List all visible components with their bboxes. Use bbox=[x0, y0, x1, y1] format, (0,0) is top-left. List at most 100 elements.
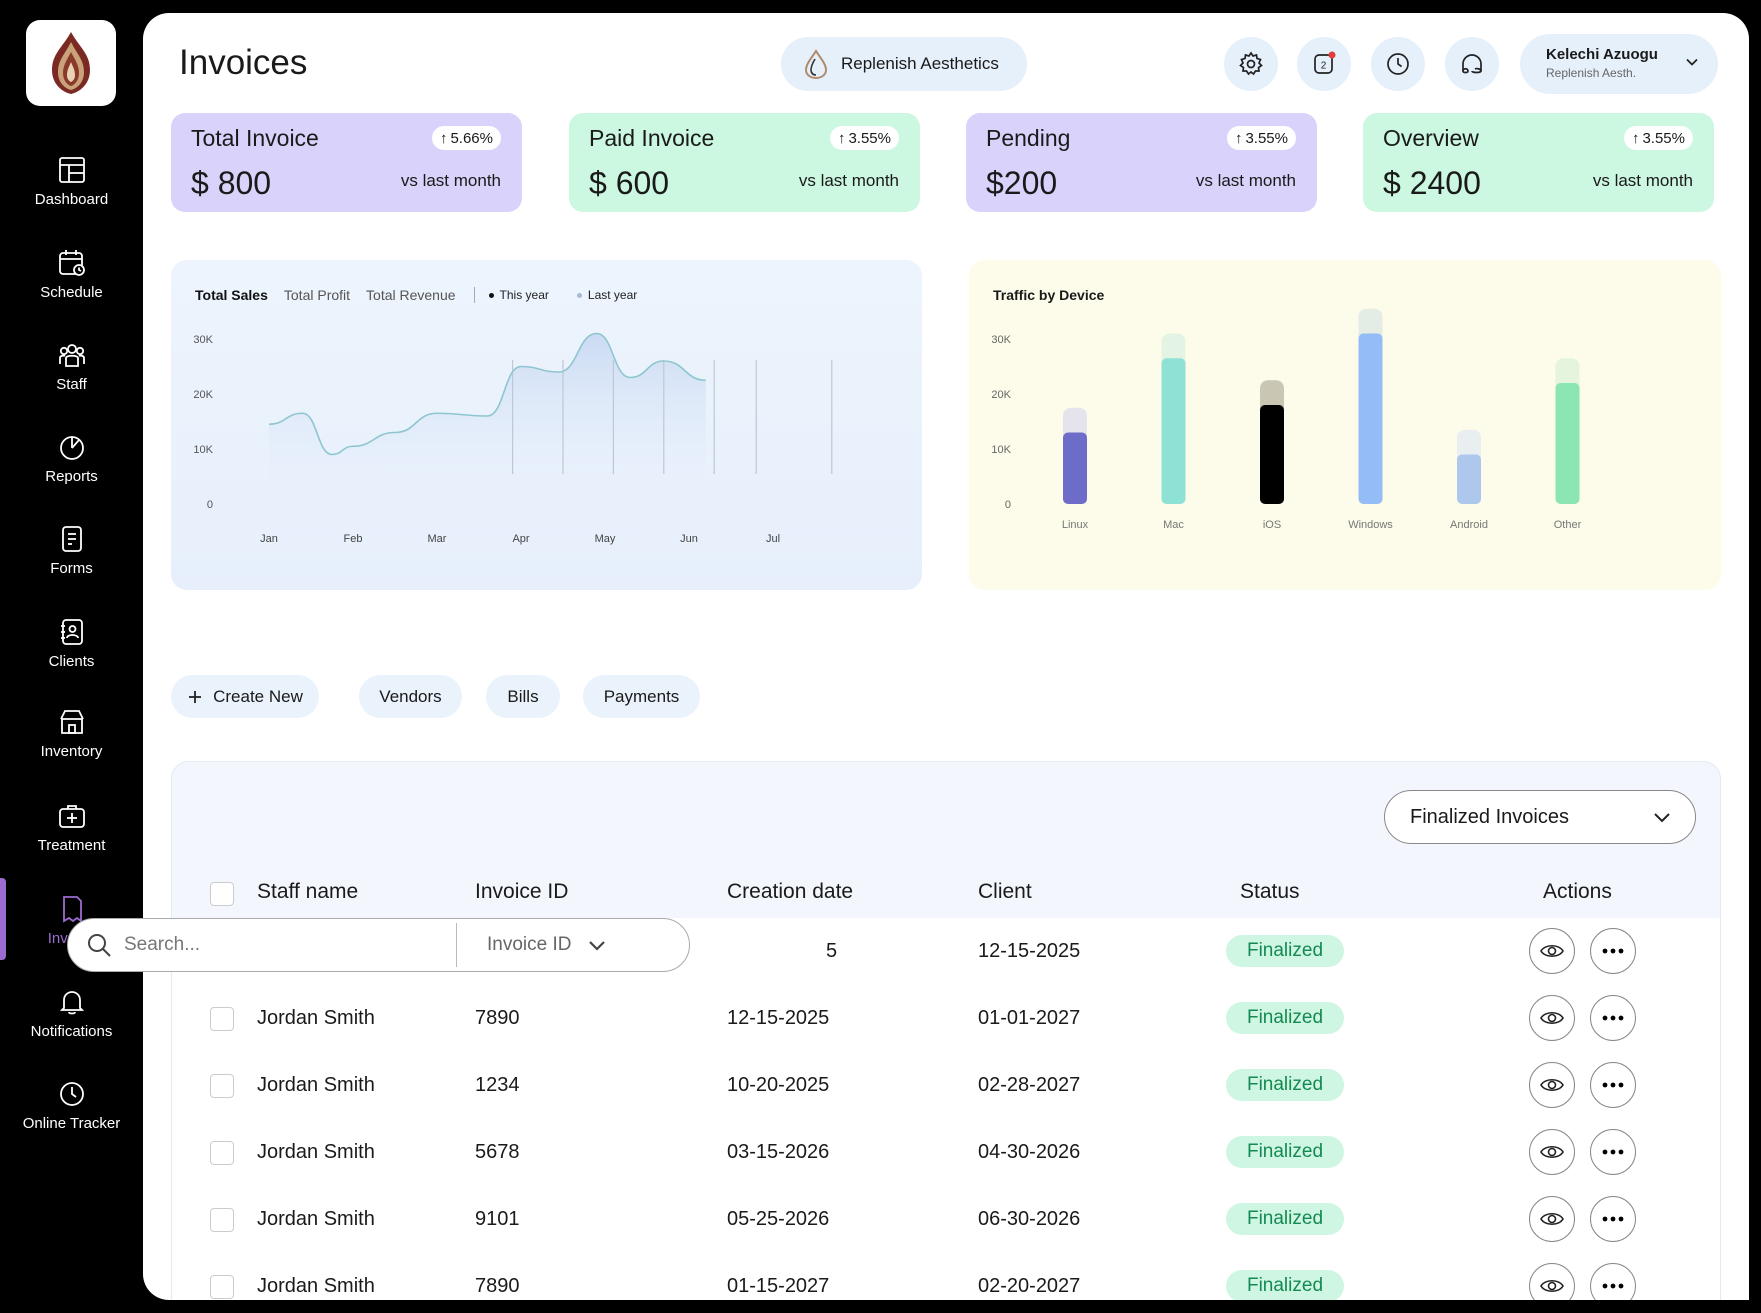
sidebar-item-label: Treatment bbox=[37, 836, 106, 854]
tab-payments[interactable]: Payments bbox=[583, 675, 700, 718]
stat-card-overview[interactable]: Overview ↑ 3.55% $ 2400 vs last month bbox=[1363, 113, 1714, 212]
more-button[interactable] bbox=[1590, 995, 1636, 1041]
row-checkbox[interactable] bbox=[210, 1275, 234, 1299]
change-badge: ↑ 3.55% bbox=[829, 126, 899, 150]
arrow-up-icon: ↑ bbox=[1234, 129, 1243, 147]
plus-icon bbox=[189, 690, 202, 703]
tab-bills[interactable]: Bills bbox=[486, 675, 560, 718]
col-status[interactable]: Status bbox=[1240, 880, 1300, 903]
chevron-down-icon bbox=[1686, 58, 1698, 66]
x-tick-label: Jan bbox=[260, 533, 278, 545]
app-logo[interactable] bbox=[26, 20, 116, 106]
user-org: Replenish Aesth. bbox=[1546, 66, 1637, 80]
history-button[interactable] bbox=[1371, 37, 1425, 91]
sidebar-item-staff[interactable]: Staff bbox=[0, 330, 143, 402]
legend-last-year: Last year bbox=[576, 288, 637, 302]
sidebar-item-inventory[interactable]: Inventory bbox=[0, 697, 143, 769]
settings-button[interactable] bbox=[1224, 37, 1278, 91]
clock-icon bbox=[59, 1081, 84, 1106]
stat-sub: vs last month bbox=[798, 171, 899, 190]
clock-icon bbox=[1387, 53, 1409, 75]
cell-client: 02-28-2027 bbox=[978, 1074, 1081, 1096]
view-button[interactable] bbox=[1529, 1263, 1575, 1300]
cell-client: 02-20-2027 bbox=[978, 1275, 1081, 1297]
main-panel: Invoices Replenish Aesthetics 2 Kelechi … bbox=[143, 13, 1749, 1300]
search-type-select[interactable]: Invoice ID bbox=[457, 934, 607, 956]
invoice-icon bbox=[62, 895, 82, 923]
row-checkbox[interactable] bbox=[210, 1141, 234, 1165]
status-badge: Finalized bbox=[1226, 1270, 1344, 1300]
eye-icon bbox=[1540, 1212, 1564, 1226]
arrow-up-icon: ↑ bbox=[1631, 129, 1640, 147]
tab-vendors[interactable]: Vendors bbox=[359, 675, 462, 718]
view-button[interactable] bbox=[1529, 995, 1575, 1041]
sidebar-item-schedule[interactable]: Schedule bbox=[0, 238, 143, 310]
row-checkbox[interactable] bbox=[210, 1074, 234, 1098]
sidebar-item-reports[interactable]: Reports bbox=[0, 422, 143, 494]
sidebar-item-clients[interactable]: Clients bbox=[0, 607, 143, 679]
view-button[interactable] bbox=[1529, 1062, 1575, 1108]
page-title: Invoices bbox=[179, 43, 308, 82]
sidebar-item-online-tracker[interactable]: Online Tracker bbox=[0, 1069, 143, 1141]
sidebar-item-treatment[interactable]: Treatment bbox=[0, 791, 143, 863]
droplet-logo-icon bbox=[804, 49, 828, 79]
view-button[interactable] bbox=[1529, 1129, 1575, 1175]
cell-created: 5 bbox=[826, 940, 838, 962]
sidebar-item-forms[interactable]: Forms bbox=[0, 514, 143, 586]
col-invoice-id[interactable]: Invoice ID bbox=[475, 880, 569, 903]
stat-label: Pending bbox=[986, 125, 1071, 151]
more-button[interactable] bbox=[1590, 1129, 1636, 1175]
legend-dot bbox=[488, 292, 494, 298]
row-checkbox[interactable] bbox=[210, 1007, 234, 1031]
notifications-button[interactable]: 2 bbox=[1297, 37, 1351, 91]
status-filter-select[interactable]: Finalized Invoices bbox=[1384, 790, 1696, 844]
y-tick-label: 10K bbox=[193, 444, 213, 456]
divider bbox=[473, 287, 475, 303]
tab-total-profit[interactable]: Total Profit bbox=[283, 287, 351, 303]
stat-sub: vs last month bbox=[400, 171, 501, 190]
calendar-icon bbox=[58, 249, 85, 276]
more-button[interactable] bbox=[1590, 1196, 1636, 1242]
view-button[interactable] bbox=[1529, 1196, 1575, 1242]
select-all-checkbox[interactable] bbox=[210, 882, 234, 906]
legend-label: This year bbox=[499, 288, 549, 302]
medical-kit-icon bbox=[58, 804, 85, 828]
tab-total-sales[interactable]: Total Sales bbox=[195, 287, 268, 303]
org-switcher[interactable]: Replenish Aesthetics bbox=[781, 37, 1027, 91]
y-tick-label: 0 bbox=[1005, 499, 1011, 511]
y-tick-label: 30K bbox=[991, 334, 1011, 346]
col-creation-date[interactable]: Creation date bbox=[727, 880, 854, 903]
cell-staff: Jordan Smith bbox=[257, 1007, 375, 1029]
stat-card-total-invoice[interactable]: Total Invoice ↑ 5.66% $ 800 vs last month bbox=[171, 113, 522, 212]
pie-chart-icon bbox=[59, 435, 84, 460]
row-checkbox[interactable] bbox=[210, 1208, 234, 1232]
bar-other bbox=[1555, 383, 1580, 504]
sidebar-item-dashboard[interactable]: Dashboard bbox=[0, 145, 143, 217]
view-button[interactable] bbox=[1529, 928, 1575, 974]
change-badge: ↑ 5.66% bbox=[431, 126, 501, 150]
more-button[interactable] bbox=[1590, 1062, 1636, 1108]
create-new-button[interactable]: Create New bbox=[171, 675, 319, 718]
stat-card-paid-invoice[interactable]: Paid Invoice ↑ 3.55% $ 600 vs last month bbox=[569, 113, 920, 212]
sidebar-item-notifications[interactable]: Notifications bbox=[0, 977, 143, 1049]
invoice-table: Finalized Invoices Staff name Invoice ID… bbox=[171, 761, 1721, 1300]
x-tick-label: Jul bbox=[766, 533, 780, 545]
user-menu[interactable]: Kelechi Azuogu Replenish Aesth. bbox=[1520, 34, 1718, 94]
cell-created: 10-20-2025 bbox=[727, 1074, 830, 1096]
col-client[interactable]: Client bbox=[978, 880, 1032, 903]
chart-tabs: Total Sales Total Profit Total Revenue T… bbox=[195, 287, 665, 303]
col-staff-name[interactable]: Staff name bbox=[257, 880, 359, 903]
sidebar-item-label: Schedule bbox=[40, 283, 103, 301]
user-name: Kelechi Azuogu bbox=[1546, 46, 1658, 63]
search-input[interactable] bbox=[124, 934, 456, 956]
stat-value: $ 600 bbox=[589, 165, 670, 201]
sidebar-item-label: Notifications bbox=[30, 1022, 113, 1040]
sales-chart: 0 10K 20K 30K Jan Feb Mar Apr May Jun Jul bbox=[193, 332, 833, 545]
stat-card-pending[interactable]: Pending ↑ 3.55% $200 vs last month bbox=[966, 113, 1317, 212]
tab-total-revenue[interactable]: Total Revenue bbox=[366, 287, 456, 303]
more-button[interactable] bbox=[1590, 928, 1636, 974]
change-badge: ↑ 3.55% bbox=[1226, 126, 1296, 150]
more-button[interactable] bbox=[1590, 1263, 1636, 1300]
table-row: Jordan Smith 7890 01-15-2027 02-20-2027 … bbox=[172, 1253, 1720, 1300]
support-button[interactable] bbox=[1445, 37, 1499, 91]
